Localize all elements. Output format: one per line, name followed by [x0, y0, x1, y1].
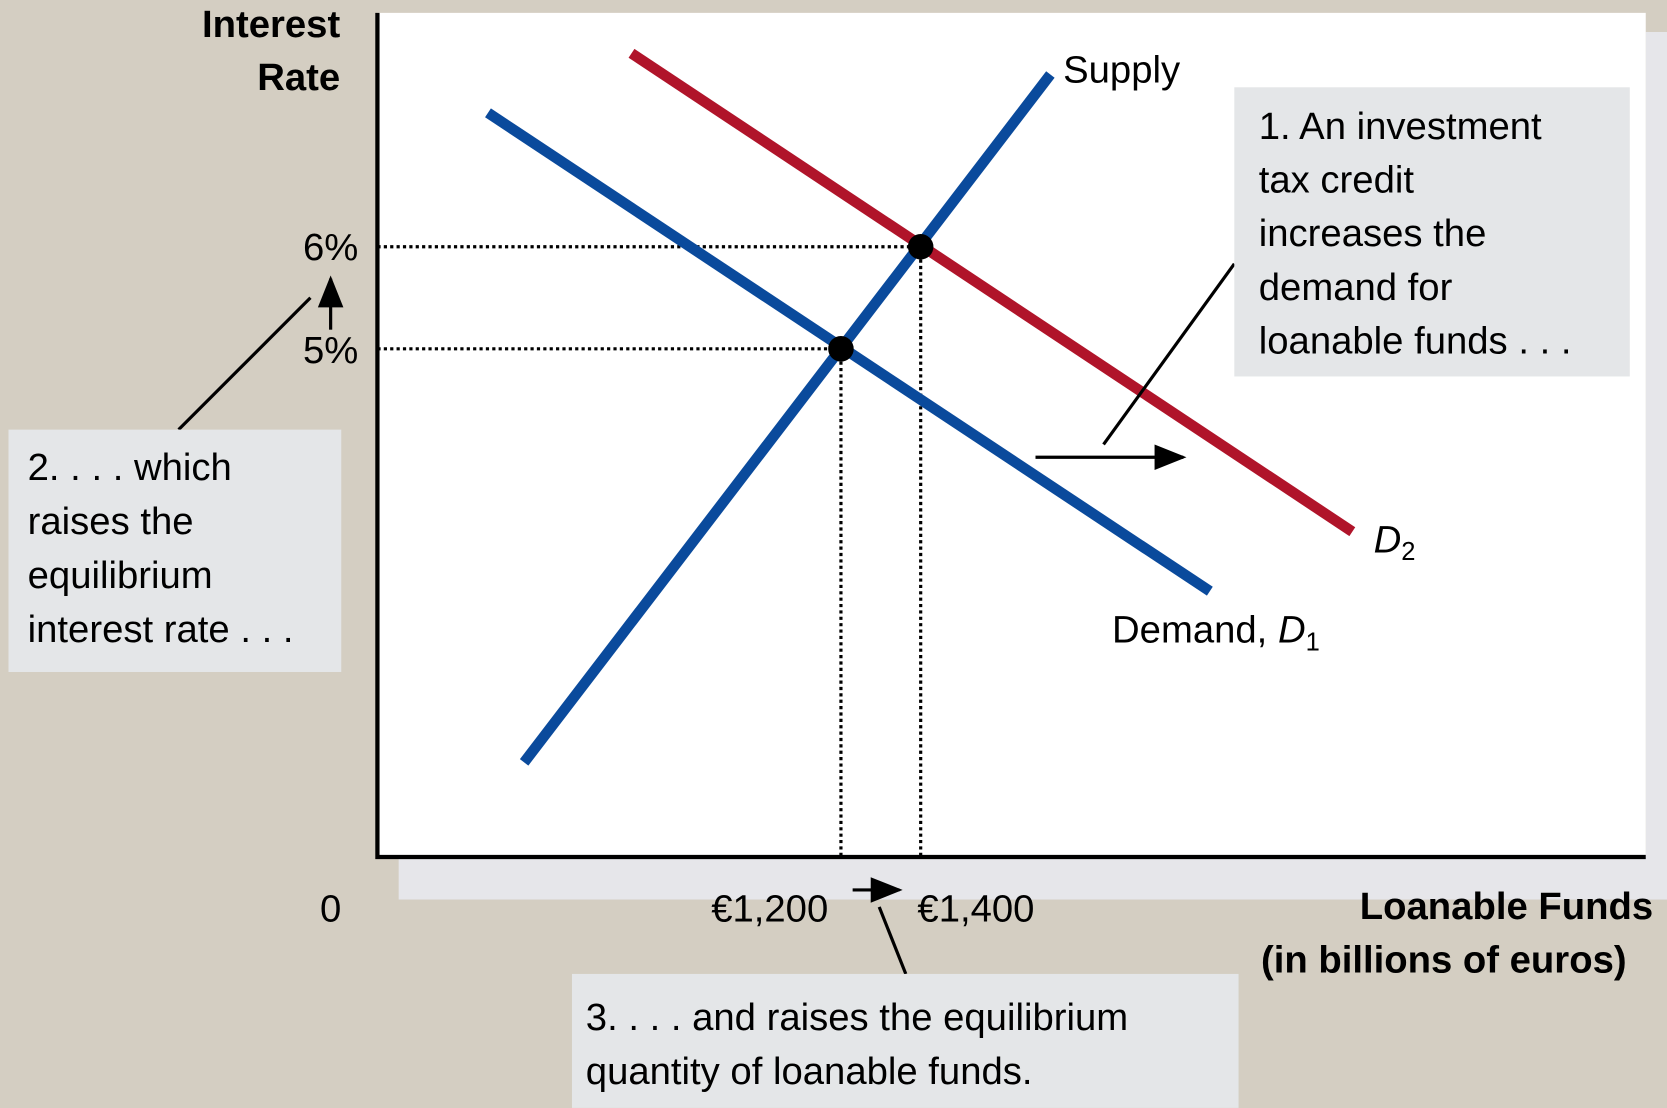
shadow [1645, 31, 1667, 900]
curve-label: D2 [1374, 518, 1416, 565]
demand2-curve [628, 48, 1356, 537]
note-line: tax credit [1259, 159, 1415, 202]
axes [375, 12, 1646, 860]
equilibrium-point [907, 233, 934, 260]
curve-subscript: 2 [1401, 538, 1415, 566]
note-box [571, 973, 1239, 1108]
x-label: €1,200 [711, 887, 828, 930]
note-line: 2. . . . which [28, 446, 232, 489]
curve-label: Demand, D1 [1112, 609, 1320, 656]
note-box [8, 429, 342, 673]
note-line: loanable funds . . . [1259, 320, 1572, 363]
curve-label-text: Demand, [1112, 609, 1278, 652]
note-line: 3. . . . and raises the equilibrium [586, 996, 1128, 1039]
note-box [1234, 87, 1630, 377]
curve-symbol: D [1278, 609, 1306, 652]
curve-subscript: 1 [1306, 628, 1320, 656]
note-line: interest rate . . . [28, 608, 294, 651]
notes: 1. An investment tax credit increases the d… [28, 105, 1572, 1093]
pointers [177, 262, 1236, 975]
y-title: Rate [257, 56, 340, 99]
y-label: 5% [303, 329, 358, 372]
y-title: Interest [202, 3, 340, 46]
note-line: raises the [28, 500, 194, 543]
note-line: demand for [1259, 266, 1453, 309]
curve-label: Supply [1063, 49, 1181, 92]
y-label: 6% [303, 226, 358, 269]
supply-curve [519, 71, 1055, 766]
shadow [398, 856, 1667, 900]
note-line: equilibrium [28, 554, 213, 597]
x-label: €1,400 [917, 887, 1034, 930]
guides [377, 245, 923, 857]
note-line: 1. An investment [1259, 105, 1542, 148]
origin-label: 0 [320, 887, 341, 930]
curve-symbol: D [1374, 518, 1402, 561]
note-line: increases the [1259, 212, 1487, 255]
equilibrium-point [828, 336, 854, 362]
x-title: Loanable Funds [1360, 885, 1653, 928]
x-title: (in billions of euros) [1261, 938, 1627, 981]
note-line: quantity of loanable funds. [586, 1050, 1033, 1093]
